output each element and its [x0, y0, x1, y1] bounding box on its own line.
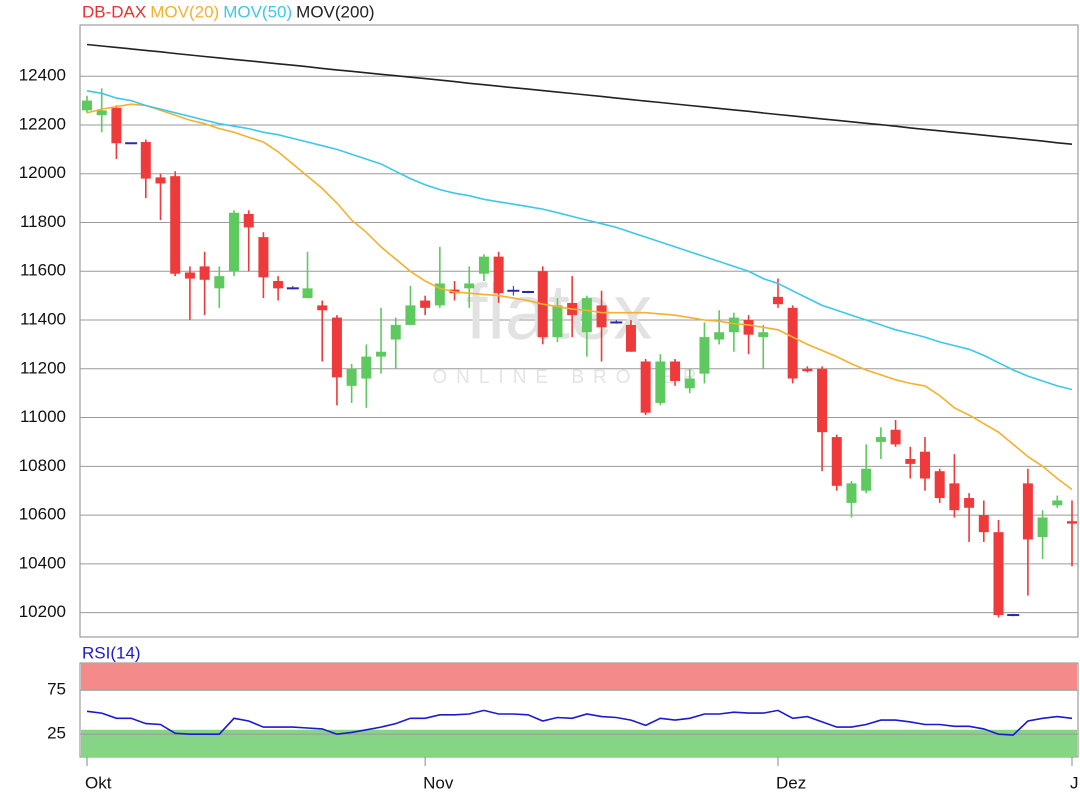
candle-body [302, 288, 313, 299]
candle-body [361, 356, 372, 379]
y-tick-label: 25 [47, 724, 66, 743]
y-tick-label: 10400 [19, 553, 66, 572]
candle-body [420, 300, 431, 308]
candle-body [964, 498, 975, 508]
legend-entry: MOV(200) [296, 2, 374, 21]
candle-body [376, 351, 387, 357]
candle-body [743, 320, 754, 335]
candle-body [434, 283, 445, 306]
candle-body [552, 305, 563, 338]
x-tick-label: Okt [85, 773, 112, 792]
y-tick-label: 11400 [20, 310, 66, 329]
candle-body [728, 317, 739, 333]
y-tick-label: 11800 [20, 212, 66, 231]
candle-body [699, 337, 710, 374]
candle-body [111, 107, 122, 144]
candle-body [464, 283, 475, 289]
line-series [86, 103, 1073, 491]
candle-body [684, 378, 695, 389]
candle-body [934, 471, 945, 499]
candle-body [1067, 521, 1077, 524]
candle-body [273, 281, 284, 289]
candle-body [817, 368, 828, 433]
candle-body [140, 142, 151, 179]
x-tick-label: Dez [776, 773, 806, 792]
line-series [86, 43, 1073, 145]
candle-body [640, 361, 651, 413]
y-tick-label: 11000 [20, 407, 66, 426]
y-tick-label: 12400 [19, 66, 66, 85]
candle-body [993, 532, 1004, 616]
candle-body [978, 515, 989, 533]
candle-body [243, 213, 254, 228]
line-series [86, 709, 1073, 736]
candle-body [772, 296, 783, 305]
y-tick-label: 11600 [20, 261, 66, 280]
y-tick-label: 12200 [19, 114, 66, 133]
candle-body [214, 276, 225, 289]
candle-body [1022, 483, 1033, 540]
candle-body [346, 368, 357, 386]
plot-area [79, 24, 1079, 638]
watermark-subtitle: ONLINE BROKER [432, 367, 705, 388]
candle-body [331, 317, 342, 378]
y-tick-label: 10800 [19, 456, 66, 475]
y-tick-label: 11200 [20, 358, 66, 377]
candle-body [670, 361, 681, 381]
candle-body [905, 459, 916, 464]
candle-body [919, 451, 930, 479]
legend-entry: MOV(50) [223, 2, 292, 21]
candle-body [831, 437, 842, 486]
legend-entry: MOV(20) [150, 2, 219, 21]
line-series [86, 90, 1073, 391]
candle-body [714, 332, 725, 340]
candle-body [787, 307, 798, 379]
candle-body [478, 256, 489, 274]
candle-body [405, 305, 416, 325]
candle-body [861, 468, 872, 491]
candle-body [875, 437, 886, 442]
y-tick-label: 10600 [19, 505, 66, 524]
candle-body [317, 305, 328, 311]
candle-body [229, 212, 240, 272]
candle-body [596, 305, 607, 328]
candle-body [199, 266, 210, 280]
y-tick-label: 10200 [19, 602, 66, 621]
candle-body [96, 110, 107, 116]
panel-title: RSI(14) [82, 643, 141, 662]
candle-body [258, 237, 269, 278]
candle-body [390, 324, 401, 340]
candle-body [493, 256, 504, 294]
zone-band [81, 663, 1077, 691]
y-tick-label: 75 [47, 680, 66, 699]
candle-body [170, 176, 181, 274]
candle-body [1052, 500, 1063, 506]
candle-body [890, 429, 901, 445]
candle-body [1037, 517, 1048, 538]
candle-body [846, 483, 857, 503]
candle-body [581, 298, 592, 333]
candle-body [802, 368, 813, 372]
x-tick-label: J [1070, 773, 1079, 792]
candle-body [949, 483, 960, 511]
candle-body [758, 332, 769, 338]
candle-body [625, 324, 636, 352]
y-tick-label: 12000 [19, 163, 66, 182]
candle-body [655, 361, 666, 403]
legend-entry: DB-DAX [82, 2, 146, 21]
candle-body [155, 177, 166, 184]
x-tick-label: Nov [423, 773, 454, 792]
candle-body [82, 100, 92, 111]
candle-body [184, 272, 195, 279]
